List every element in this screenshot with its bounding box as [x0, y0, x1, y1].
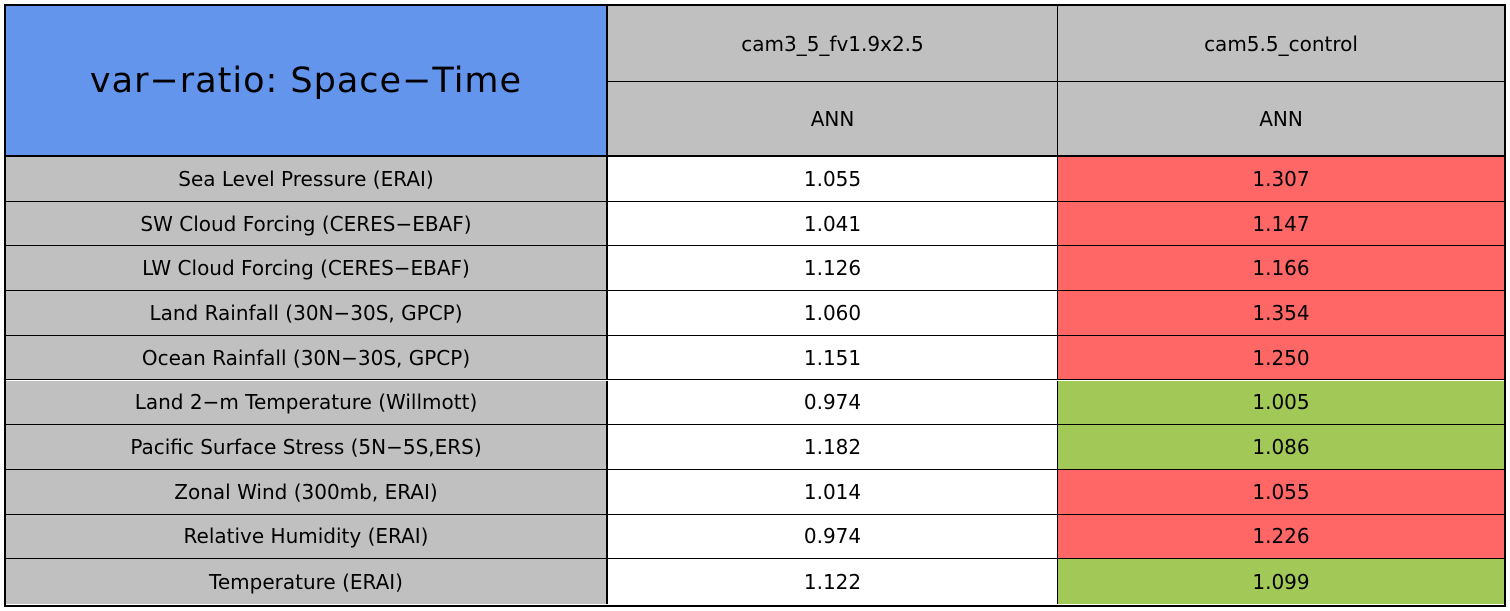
metrics-table: var−ratio: Space−Time cam3_5_fv1.9x2.5 c… [4, 4, 1506, 607]
table-title: var−ratio: Space−Time [6, 6, 608, 157]
value-cell: 1.166 [1058, 246, 1504, 292]
row-label: Ocean Rainfall (30N−30S, GPCP) [6, 335, 608, 381]
row-label: Land Rainfall (30N−30S, GPCP) [6, 291, 608, 336]
row-label: LW Cloud Forcing (CERES−EBAF) [6, 246, 608, 292]
column-header-case-2: cam5.5_control [1058, 6, 1504, 82]
value-cell: 0.974 [608, 514, 1058, 560]
value-cell: 1.086 [1058, 425, 1504, 470]
value-cell: 1.151 [608, 335, 1058, 381]
row-label: Relative Humidity (ERAI) [6, 514, 608, 560]
value-cell: 1.014 [608, 469, 1058, 515]
value-cell: 1.226 [1058, 514, 1504, 560]
value-cell: 1.122 [608, 559, 1058, 604]
season-header-case-1: ANN [608, 82, 1058, 157]
value-cell: 1.250 [1058, 335, 1504, 381]
value-cell: 1.099 [1058, 559, 1504, 604]
row-label: SW Cloud Forcing (CERES−EBAF) [6, 201, 608, 247]
value-cell: 1.126 [608, 246, 1058, 292]
value-cell: 1.060 [608, 291, 1058, 336]
column-header-case-1: cam3_5_fv1.9x2.5 [608, 6, 1058, 82]
value-cell: 1.354 [1058, 291, 1504, 336]
value-cell: 0.974 [608, 380, 1058, 426]
value-cell: 1.055 [1058, 469, 1504, 515]
row-label: Land 2−m Temperature (Willmott) [6, 380, 608, 426]
row-label: Temperature (ERAI) [6, 559, 608, 604]
value-cell: 1.041 [608, 201, 1058, 247]
value-cell: 1.307 [1058, 157, 1504, 202]
season-header-case-2: ANN [1058, 82, 1504, 157]
value-cell: 1.055 [608, 157, 1058, 202]
row-label: Zonal Wind (300mb, ERAI) [6, 469, 608, 515]
value-cell: 1.182 [608, 425, 1058, 470]
row-label: Sea Level Pressure (ERAI) [6, 157, 608, 202]
value-cell: 1.147 [1058, 201, 1504, 247]
value-cell: 1.005 [1058, 380, 1504, 426]
row-label: Pacific Surface Stress (5N−5S,ERS) [6, 425, 608, 470]
